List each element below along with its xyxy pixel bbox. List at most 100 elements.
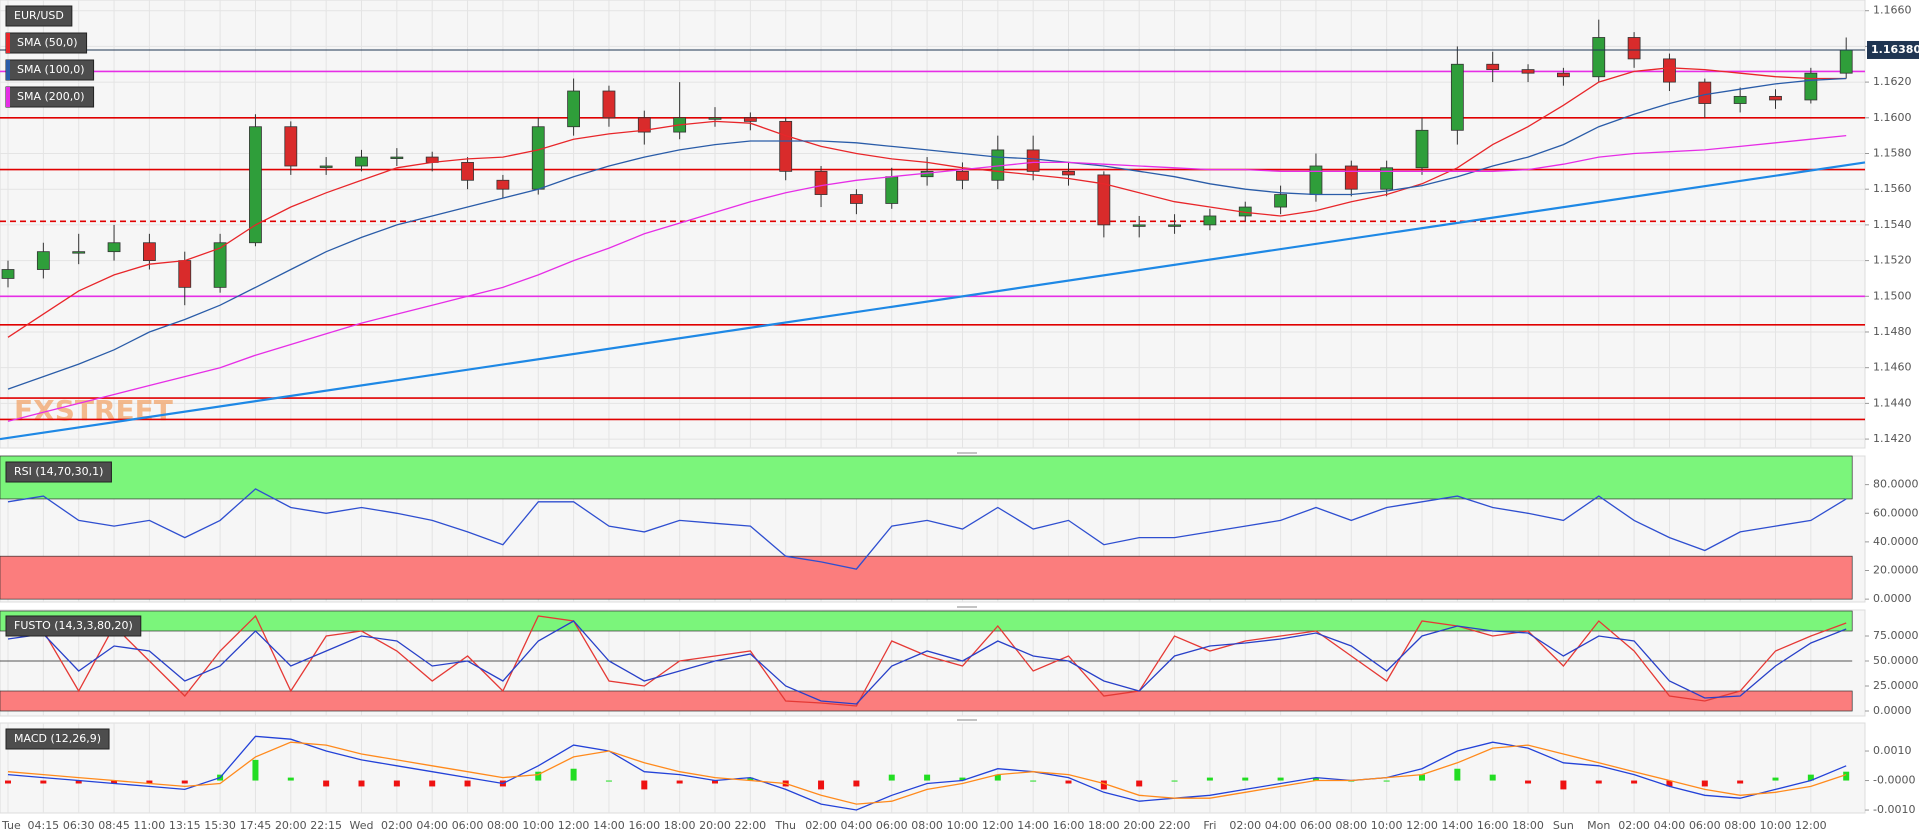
histogram-bar <box>146 780 153 784</box>
histogram-bar <box>1560 780 1567 790</box>
legend-label: SMA (50,0) <box>17 36 78 49</box>
y-tick-label: -0.0010 <box>1873 803 1915 816</box>
x-tick-label: 20:00 <box>1123 819 1155 832</box>
x-tick-label: Mon <box>1587 819 1610 832</box>
x-tick-label: Wed <box>350 819 374 832</box>
candle-body <box>1486 63 1500 71</box>
y-tick-label: 0.0000 <box>1873 592 1912 605</box>
histogram-bar <box>1525 780 1532 784</box>
y-tick-label: 50.0000 <box>1873 654 1919 667</box>
x-tick-label: 18:00 <box>1088 819 1120 832</box>
histogram-bar <box>959 777 966 781</box>
x-tick-label: 04:00 <box>1654 819 1686 832</box>
y-tick-label: 1.1580 <box>1873 146 1912 159</box>
x-tick-label: 16:00 <box>1053 819 1085 832</box>
series-line <box>7 488 1847 570</box>
y-tick-label: 80.0000 <box>1873 478 1919 491</box>
legend-item: SMA (200,0) <box>5 86 95 108</box>
histogram-bar <box>181 780 188 784</box>
y-tick-label: 1.1660 <box>1873 4 1912 17</box>
series-line <box>7 614 1847 707</box>
histogram-bar <box>429 780 436 787</box>
x-tick-label: Sun <box>1553 819 1574 832</box>
candle-body <box>1769 95 1782 101</box>
histogram-bar <box>1206 777 1213 781</box>
histogram-bar <box>641 780 648 790</box>
x-tick-label: 15:30 <box>204 819 236 832</box>
legend-label: RSI (14,70,30,1) <box>14 465 103 478</box>
histogram-bar <box>1171 780 1178 782</box>
x-tick-label: 12:00 <box>982 819 1014 832</box>
x-tick-label: 22:00 <box>734 819 766 832</box>
histogram-bar <box>676 780 683 784</box>
x-tick-label: 08:00 <box>487 819 519 832</box>
y-tick-label: 1.1440 <box>1873 396 1912 409</box>
candle-body <box>850 194 863 204</box>
x-tick-label: 10:00 <box>522 819 554 832</box>
legend-box <box>5 461 112 483</box>
candle-body <box>178 260 192 288</box>
last-price-label: 1.16380 <box>1871 43 1919 56</box>
candle-body <box>496 179 510 190</box>
x-tick-label: 11:00 <box>134 819 166 832</box>
histogram-bar <box>5 780 11 784</box>
zone <box>0 610 1853 632</box>
candle-body <box>390 156 404 159</box>
x-tick-label: 12:00 <box>1406 819 1438 832</box>
histogram-bar <box>323 780 330 787</box>
x-tick-label: Fri <box>1203 819 1216 832</box>
candle-body <box>284 126 298 167</box>
candle-body <box>319 165 333 168</box>
candle-body <box>1663 58 1676 83</box>
legend-item: SMA (100,0) <box>5 59 95 81</box>
candle-body <box>1 269 15 279</box>
series-line <box>7 77 1847 390</box>
histogram-bar <box>1065 780 1072 784</box>
histogram-bar <box>1843 771 1850 781</box>
histogram-bar <box>1100 780 1107 790</box>
histogram-bar <box>1419 774 1425 781</box>
candle-body <box>1804 72 1818 101</box>
candle-body <box>1132 224 1146 227</box>
x-tick-label: 08:45 <box>98 819 130 832</box>
panel <box>0 455 1866 603</box>
x-tick-label: 04:00 <box>1265 819 1297 832</box>
y-tick-label: -0.0000 <box>1873 774 1915 787</box>
x-tick-label: 02:00 <box>805 819 837 832</box>
histogram-bar <box>111 780 118 784</box>
x-tick-label: 14:00 <box>1441 819 1473 832</box>
candle-body <box>461 162 474 181</box>
x-tick-label: 10:00 <box>947 819 979 832</box>
candle-body <box>142 242 156 261</box>
candle-body <box>1168 224 1181 227</box>
candle-body <box>743 117 757 122</box>
candle-body <box>355 156 368 167</box>
candle-body <box>1415 129 1429 169</box>
series-line <box>7 134 1847 422</box>
x-tick-label: 08:00 <box>911 819 943 832</box>
histogram-bar <box>1772 777 1779 781</box>
x-tick-label: 13:15 <box>169 819 201 832</box>
histogram-bar <box>1701 780 1708 787</box>
watermark: FXSTREET <box>14 394 173 427</box>
x-tick-label: Thu <box>774 819 796 832</box>
histogram-bar <box>1312 777 1319 781</box>
candle-body <box>1698 81 1712 104</box>
histogram-bar <box>888 774 895 781</box>
legend-item: RSI (14,70,30,1) <box>5 461 112 483</box>
panel: FXSTREET <box>0 0 1866 449</box>
candle-body <box>36 251 50 270</box>
candle-body <box>814 170 828 195</box>
panel <box>0 609 1866 717</box>
histogram-bar <box>1666 780 1673 787</box>
histogram-bar <box>747 777 754 781</box>
histogram-bar <box>1631 780 1638 784</box>
candle-body <box>602 90 616 119</box>
legend-label: MACD (12,26,9) <box>14 732 101 745</box>
series-line <box>7 620 1847 705</box>
zone <box>0 455 1853 500</box>
histogram-bar <box>712 780 718 784</box>
legend-box <box>5 5 73 27</box>
candle-body <box>1450 63 1464 131</box>
